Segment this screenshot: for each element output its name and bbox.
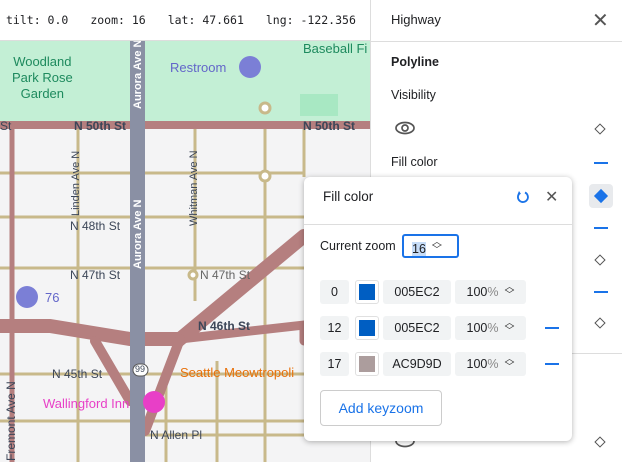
keyframe-selected-button[interactable] <box>589 184 613 208</box>
street-label: Aurora Ave N <box>132 41 144 109</box>
panel-title: Highway <box>391 12 441 27</box>
opacity-unit: % <box>487 357 499 371</box>
color-swatch[interactable] <box>355 316 379 340</box>
keyzoom-zoom-field[interactable]: 17 <box>320 352 349 376</box>
reset-icon[interactable] <box>516 190 530 204</box>
map-roads <box>0 41 370 462</box>
section-title: Polyline <box>391 55 439 69</box>
restroom-label[interactable]: Restroom <box>170 60 227 75</box>
eye-icon[interactable] <box>395 121 415 135</box>
place-label[interactable]: Seattle Meowtropoli <box>180 365 295 380</box>
divider <box>304 224 572 225</box>
keyzoom-zoom-field[interactable]: 0 <box>320 280 349 304</box>
keyframe-diamond-icon[interactable] <box>594 317 606 329</box>
fill-color-label: Fill color <box>391 155 438 169</box>
park-field <box>300 94 338 116</box>
current-zoom-value: 16 <box>412 242 426 256</box>
popup-title: Fill color <box>323 189 374 204</box>
close-popup-icon[interactable]: ✕ <box>545 189 559 206</box>
street-label: Aurora Ave N <box>132 199 144 269</box>
lng-readout: lng: -122.356 <box>265 13 356 27</box>
stepper-icon[interactable]: ︿ ﹀ <box>504 318 515 337</box>
street-label: Whitman Ave N <box>188 150 200 226</box>
color-swatch[interactable] <box>355 352 379 376</box>
camera-status-bar: tilt: 0.0 zoom: 16 lat: 47.661 lng: -122… <box>0 0 370 41</box>
local-streets <box>0 125 306 462</box>
stepper-icon[interactable]: ︿ ﹀ <box>431 237 442 256</box>
opacity-value: 100 <box>466 285 488 299</box>
opacity-input[interactable]: 100% ︿ ﹀ <box>455 316 526 340</box>
hotel-icon <box>143 391 165 413</box>
zoom-readout: zoom: 16 <box>90 13 146 27</box>
current-zoom-input[interactable]: 16 ︿ ﹀ <box>402 234 459 258</box>
baseball-label: Baseball Fi <box>303 41 368 56</box>
stepper-icon[interactable]: ︿ ﹀ <box>504 282 515 301</box>
street-label: N 47th St <box>200 268 251 282</box>
keyframe-dash-icon[interactable] <box>594 227 608 229</box>
opacity-input[interactable]: 100% ︿ ﹀ <box>455 352 526 376</box>
street-label: N 47th St <box>70 268 121 282</box>
divider <box>371 41 622 42</box>
street-label: Linden Ave N <box>70 150 82 216</box>
street-label: N 48th St <box>70 219 121 233</box>
hex-input[interactable]: 005EC2 <box>383 280 451 304</box>
hex-input[interactable]: AC9D9D <box>383 352 451 376</box>
street-label: N 45th St <box>52 367 103 381</box>
lat-readout: lat: 47.661 <box>167 13 244 27</box>
keyframe-diamond-icon[interactable] <box>594 436 606 448</box>
tilt-readout: tilt: 0.0 <box>6 13 69 27</box>
opacity-value: 100 <box>466 357 488 371</box>
street-label: N 50th St <box>303 119 356 133</box>
street-label: Fremont Ave N <box>4 381 18 461</box>
street-label: St <box>0 119 12 133</box>
street-label: N 50th St <box>74 119 127 133</box>
remove-keyzoom-icon[interactable] <box>545 363 559 365</box>
street-label: N Allen Pl <box>150 428 203 442</box>
gas-station-label[interactable]: 76 <box>45 290 60 305</box>
street-label: N 46th St <box>198 319 251 333</box>
visibility-label: Visibility <box>391 88 436 102</box>
hex-input[interactable]: 005EC2 <box>383 316 451 340</box>
keyframe-diamond-icon[interactable] <box>594 123 606 135</box>
opacity-value: 100 <box>466 321 488 335</box>
color-swatch[interactable] <box>355 280 379 304</box>
gas-station-icon <box>16 286 38 308</box>
park-label: Woodland Park Rose Garden <box>12 54 73 101</box>
keyframe-dash-icon[interactable] <box>594 291 608 293</box>
keyframe-diamond-icon[interactable] <box>594 254 606 266</box>
remove-keyzoom-icon[interactable] <box>545 327 559 329</box>
stepper-icon[interactable]: ︿ ﹀ <box>504 354 515 373</box>
close-panel-icon[interactable]: ✕ <box>592 10 609 32</box>
keyzoom-zoom-field[interactable]: 12 <box>320 316 349 340</box>
keyframe-dash-icon[interactable] <box>594 162 608 164</box>
fill-color-popup: Fill color ✕ Current zoom 16 ︿ ﹀ 0 005EC2 … <box>304 177 572 441</box>
opacity-unit: % <box>487 321 499 335</box>
diamond-filled-icon <box>593 188 609 204</box>
opacity-unit: % <box>487 285 499 299</box>
current-zoom-label: Current zoom <box>320 239 396 253</box>
opacity-input[interactable]: 100% ︿ ﹀ <box>455 280 526 304</box>
add-keyzoom-button[interactable]: Add keyzoom <box>320 390 442 426</box>
aurora-highway <box>130 41 145 462</box>
hotel-label[interactable]: Wallingford Inn <box>43 396 130 411</box>
highway-shield: 99 <box>135 364 146 374</box>
